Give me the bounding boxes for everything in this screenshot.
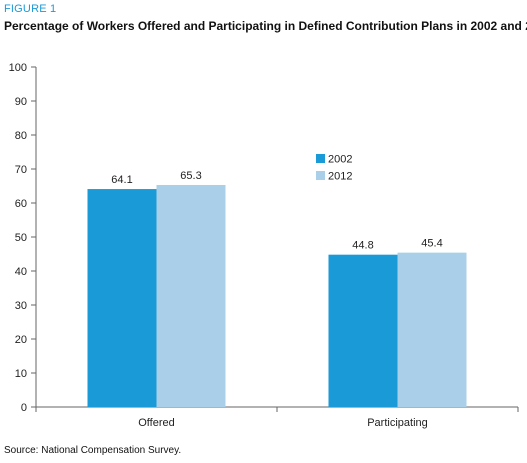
chart-legend: 2002 2012 <box>316 154 352 183</box>
data-label: 44.8 <box>352 240 373 252</box>
source-note: Source: National Compensation Survey. <box>4 445 182 456</box>
y-tick-label: 40 <box>15 266 27 278</box>
data-label: 65.3 <box>180 170 201 182</box>
y-tick-label: 10 <box>15 368 27 380</box>
legend-label: 2012 <box>328 171 352 183</box>
chart-bars: 64.1 44.8 65.3 45.4 <box>87 170 467 407</box>
figure-label: FIGURE 1 <box>4 3 57 15</box>
y-tick-label: 90 <box>15 96 27 108</box>
y-tick-label: 50 <box>15 232 27 244</box>
y-tick-label: 30 <box>15 300 27 312</box>
y-tick-label: 0 <box>21 402 27 414</box>
legend-swatch-2012 <box>316 171 325 180</box>
legend-label: 2002 <box>328 154 352 166</box>
y-tick-label: 70 <box>15 164 27 176</box>
bar-2002-participating <box>328 254 398 407</box>
x-category-label: Offered <box>138 417 175 429</box>
bar-2012-offered <box>156 184 226 407</box>
y-tick-label: 100 <box>9 62 27 74</box>
bar-2002-offered <box>87 189 157 407</box>
chart-title: Percentage of Workers Offered and Partic… <box>4 19 527 33</box>
legend-swatch-2002 <box>316 154 325 163</box>
y-tick-label: 20 <box>15 334 27 346</box>
x-category-label: Participating <box>367 417 428 429</box>
bar-2012-participating <box>397 252 467 407</box>
y-tick-label: 80 <box>15 130 27 142</box>
y-tick-label: 60 <box>15 198 27 210</box>
data-label: 64.1 <box>111 174 132 186</box>
data-label: 45.4 <box>421 238 442 250</box>
